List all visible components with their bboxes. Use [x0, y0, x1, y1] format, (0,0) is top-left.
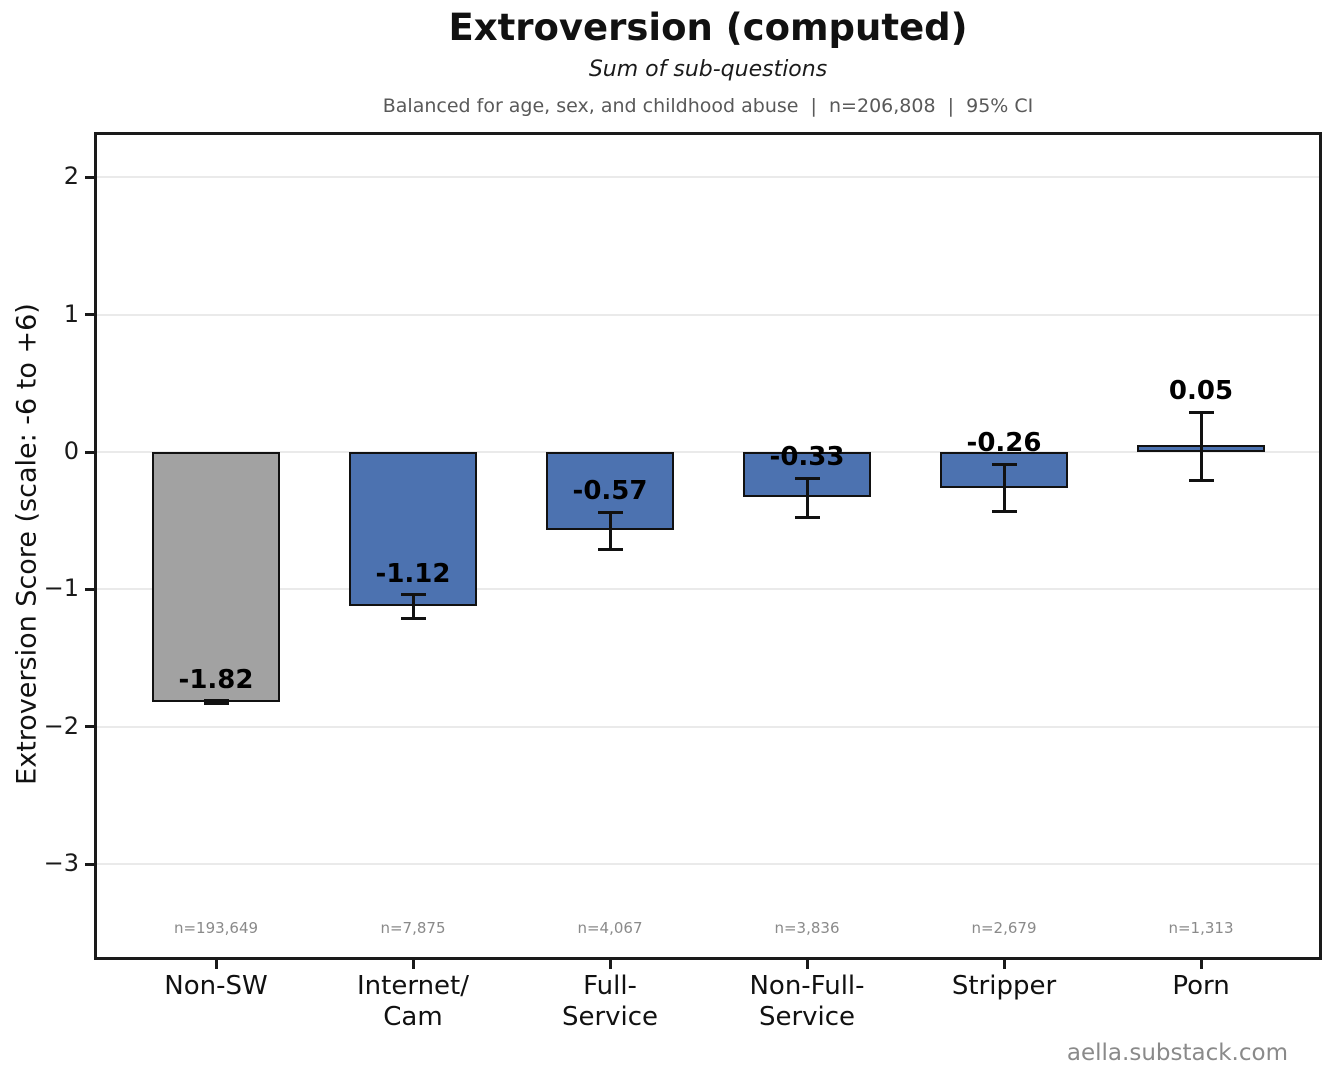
error-cap	[597, 548, 623, 552]
x-tick-label: Full- Service	[562, 971, 658, 1033]
sample-size-label: n=4,067	[577, 919, 643, 937]
sample-size-label: n=3,836	[774, 919, 840, 937]
chart-title: Extroversion (computed)	[448, 6, 968, 49]
y-tick	[85, 587, 94, 591]
y-tick	[85, 313, 94, 317]
chart-note: Balanced for age, sex, and childhood abu…	[382, 95, 1034, 117]
y-tick-label: 2	[63, 162, 79, 191]
bar	[349, 452, 477, 606]
error-bar	[805, 478, 809, 518]
gridline	[97, 863, 1319, 866]
x-tick-label: Non-SW	[164, 971, 267, 1002]
x-tick	[1002, 960, 1006, 969]
bar-value-label: 0.05	[1168, 376, 1234, 407]
x-tick-label-line: Stripper	[951, 971, 1057, 1001]
error-cap	[597, 510, 623, 514]
bar	[152, 452, 280, 703]
x-tick-label-line: Porn	[1172, 971, 1230, 1001]
sample-size-label: n=1,313	[1168, 919, 1234, 937]
chart-subtitle: Sum of sub-questions	[588, 57, 828, 82]
y-tick-label: −1	[43, 574, 79, 603]
x-tick-label: Porn	[1172, 971, 1229, 1002]
x-tick	[1199, 960, 1203, 969]
x-tick-label: Non-Full- Service	[749, 971, 864, 1033]
error-cap	[203, 701, 229, 705]
x-tick-label: Stripper	[952, 971, 1056, 1002]
x-tick-label-line: Service	[561, 1002, 659, 1032]
plot-area: -1.82 n=193,649 -1.12 n=7,875 -0.57 n=4,067 -0…	[97, 135, 1319, 957]
y-tick-label: 0	[63, 437, 79, 465]
error-bar	[1002, 464, 1006, 512]
gridline	[97, 725, 1319, 728]
gridline	[97, 176, 1319, 179]
error-bar	[608, 512, 612, 550]
y-tick	[85, 862, 94, 866]
bar-value-label: -0.33	[769, 442, 845, 473]
error-bar	[1199, 412, 1203, 481]
error-cap	[400, 593, 426, 597]
x-tick-label-line: Non-Full-	[749, 971, 865, 1001]
error-cap	[400, 616, 426, 620]
x-tick	[214, 960, 218, 969]
sample-size-label: n=193,649	[173, 919, 259, 937]
x-tick	[411, 960, 415, 969]
gridline	[97, 588, 1319, 591]
x-tick	[805, 960, 809, 969]
y-tick	[85, 450, 94, 454]
gridline	[97, 451, 1319, 453]
error-cap	[991, 462, 1017, 466]
bar-value-label: -0.26	[966, 428, 1042, 459]
bar-value-label: -1.12	[375, 558, 451, 589]
x-tick-label-line: Cam	[383, 1002, 443, 1032]
sample-size-label: n=7,875	[380, 919, 446, 937]
y-tick-label: −2	[43, 711, 79, 740]
bar-value-label: -1.82	[178, 664, 254, 695]
y-tick	[85, 725, 94, 729]
y-tick	[85, 175, 94, 179]
sample-size-label: n=2,679	[971, 919, 1037, 937]
x-tick	[608, 960, 612, 969]
y-tick-label: 1	[63, 299, 79, 328]
error-cap	[991, 509, 1017, 513]
gridline	[97, 313, 1319, 316]
error-cap	[1188, 410, 1214, 414]
footer-credit: aella.substack.com	[1066, 1040, 1288, 1066]
error-cap	[1188, 479, 1214, 483]
x-tick-label-line: Service	[758, 1002, 856, 1032]
error-bar	[411, 594, 415, 619]
y-tick-label: −3	[43, 849, 79, 878]
x-tick-label: Internet/Cam	[357, 971, 469, 1033]
error-cap	[794, 516, 820, 520]
error-cap	[203, 699, 229, 703]
error-cap	[794, 476, 820, 480]
x-tick-label-line: Full-	[583, 971, 637, 1001]
x-tick-label-line: Internet/	[357, 971, 469, 1001]
bar-value-label: -0.57	[572, 476, 648, 507]
x-tick-label-line: Non-SW	[164, 971, 268, 1001]
